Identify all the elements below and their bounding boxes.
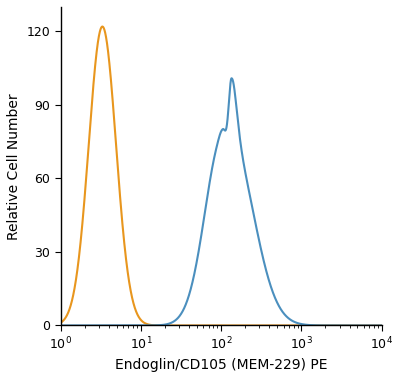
Y-axis label: Relative Cell Number: Relative Cell Number bbox=[7, 93, 21, 240]
X-axis label: Endoglin/CD105 (MEM-229) PE: Endoglin/CD105 (MEM-229) PE bbox=[115, 358, 327, 372]
